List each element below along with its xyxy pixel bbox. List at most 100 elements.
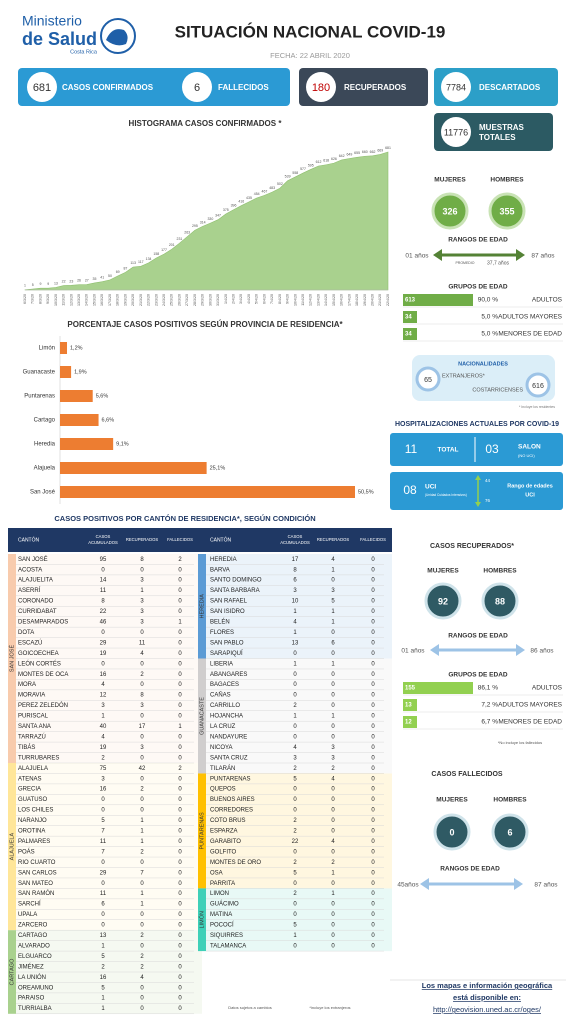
data-label: 655: [354, 151, 360, 155]
table-cell: 0: [140, 734, 144, 740]
data-label: 69: [116, 270, 120, 274]
table-cell: 0: [140, 714, 144, 720]
data-label: 201: [169, 243, 175, 247]
province-label: ALAJUELA: [9, 833, 15, 861]
table-cell: 2: [101, 755, 105, 761]
canton-name: LEÓN CORTÉS: [18, 660, 61, 667]
canton-name: CURRIDABAT: [18, 609, 57, 615]
table-cell: 0: [331, 787, 335, 793]
link[interactable]: http://geovision.uned.ac.cr/oges/: [433, 1005, 542, 1014]
age-group-bar: [403, 682, 473, 694]
canton-name: HOJANCHA: [210, 714, 243, 720]
stat-label: MUESTRAS: [479, 123, 525, 132]
canton-name: ALAJUELA: [18, 766, 48, 772]
age-group-bar: [403, 328, 417, 340]
table-cell: 0: [178, 996, 182, 1002]
data-label: 5,6%: [96, 393, 109, 399]
canton-name: GRECIA: [18, 787, 41, 793]
table-cell: 0: [331, 808, 335, 814]
age-min: 01 años: [401, 648, 425, 655]
table-cell: 4: [140, 651, 144, 657]
table-cell: 0: [178, 839, 182, 845]
data-label: 22: [62, 279, 66, 283]
canton-name: ACOSTA: [18, 567, 42, 573]
data-label: 41: [100, 276, 104, 280]
data-label: 6,6%: [102, 417, 115, 423]
table-cell: 0: [140, 630, 144, 636]
province-stripe: [198, 773, 206, 889]
data-label: 330: [207, 217, 213, 221]
age-group-bar: [403, 699, 417, 711]
table-cell: 3: [140, 620, 144, 626]
canton-name: ALVARADO: [18, 943, 50, 949]
x-tick-label: 8/4/20: [278, 294, 282, 304]
table-cell: 0: [101, 567, 105, 573]
table-cell: 0: [331, 902, 335, 908]
table-cell: 1: [293, 630, 297, 636]
table-cell: 3: [140, 703, 144, 709]
x-tick-label: 8/3/20: [38, 294, 42, 304]
x-tick-label: 1/4/20: [224, 294, 228, 304]
x-tick-label: 9/4/20: [286, 294, 290, 304]
data-label: 50,5%: [358, 489, 374, 495]
table-cell: 0: [178, 640, 182, 646]
table-cell: 0: [371, 567, 375, 573]
data-label: 467: [262, 189, 268, 193]
table-cell: 0: [293, 734, 297, 740]
canton-name: DOTA: [18, 630, 34, 636]
table-cell: 2: [140, 933, 144, 939]
x-tick-label: 13/3/20: [77, 294, 81, 306]
table-cell: 46: [100, 620, 107, 626]
column-header: CANTÓN: [18, 536, 40, 543]
section-subtitle: NACIONALIDADES: [458, 361, 508, 367]
x-tick-label: 29/3/20: [201, 294, 205, 306]
table-cell: 14: [100, 578, 107, 584]
y-tick-label: Alajuela: [34, 466, 56, 472]
canton-name: PUNTARENAS: [210, 776, 251, 782]
group-label: MENORES DE EDAD: [498, 331, 562, 338]
table-cell: 0: [293, 797, 297, 803]
table-cell: 0: [371, 609, 375, 615]
table-cell: 0: [371, 870, 375, 876]
table-cell: 8: [293, 567, 297, 573]
table-cell: 1: [101, 996, 105, 1002]
data-label: 117: [138, 260, 144, 264]
data-label: 1: [24, 284, 26, 288]
bar: [60, 486, 355, 498]
table-cell: 0: [178, 661, 182, 667]
table-cell: 0: [293, 682, 297, 688]
age-max: 86 años: [530, 648, 554, 655]
y-tick-label: Cartago: [34, 418, 56, 424]
data-label: 435: [246, 196, 252, 200]
province-label: PUNTARENAS: [199, 812, 205, 850]
circle-badge: [491, 813, 529, 851]
uci-age-label: Rango de edades: [507, 483, 553, 489]
table-cell: 0: [178, 734, 182, 740]
table-cell: 0: [140, 943, 144, 949]
hospital-label: UCI: [425, 484, 436, 491]
table-cell: 4: [331, 776, 335, 782]
group-percent: 90,0 %: [478, 297, 498, 304]
canton-name: MATINA: [210, 912, 232, 918]
table-cell: 0: [178, 609, 182, 615]
table-cell: 1: [331, 870, 335, 876]
table-cell: 8: [140, 693, 144, 699]
table-cell: 0: [293, 902, 297, 908]
table-cell: 0: [178, 829, 182, 835]
table-cell: 0: [371, 703, 375, 709]
table-cell: 0: [140, 912, 144, 918]
sex-label: MUJERES: [436, 797, 468, 804]
table-cell: 1: [140, 829, 144, 835]
table-cell: 1: [140, 839, 144, 845]
data-label: 27: [85, 278, 89, 282]
group-label: ADULTOS MAYORES: [498, 314, 563, 321]
table-cell: 0: [293, 724, 297, 730]
section-title: CASOS RECUPERADOS*: [430, 543, 514, 550]
table-cell: 0: [178, 745, 182, 751]
table-cell: 0: [140, 755, 144, 761]
table-cell: 0: [178, 933, 182, 939]
data-label: 231: [177, 237, 183, 241]
table-cell: 0: [178, 776, 182, 782]
table-header: [8, 528, 392, 552]
table-cell: 1: [331, 661, 335, 667]
